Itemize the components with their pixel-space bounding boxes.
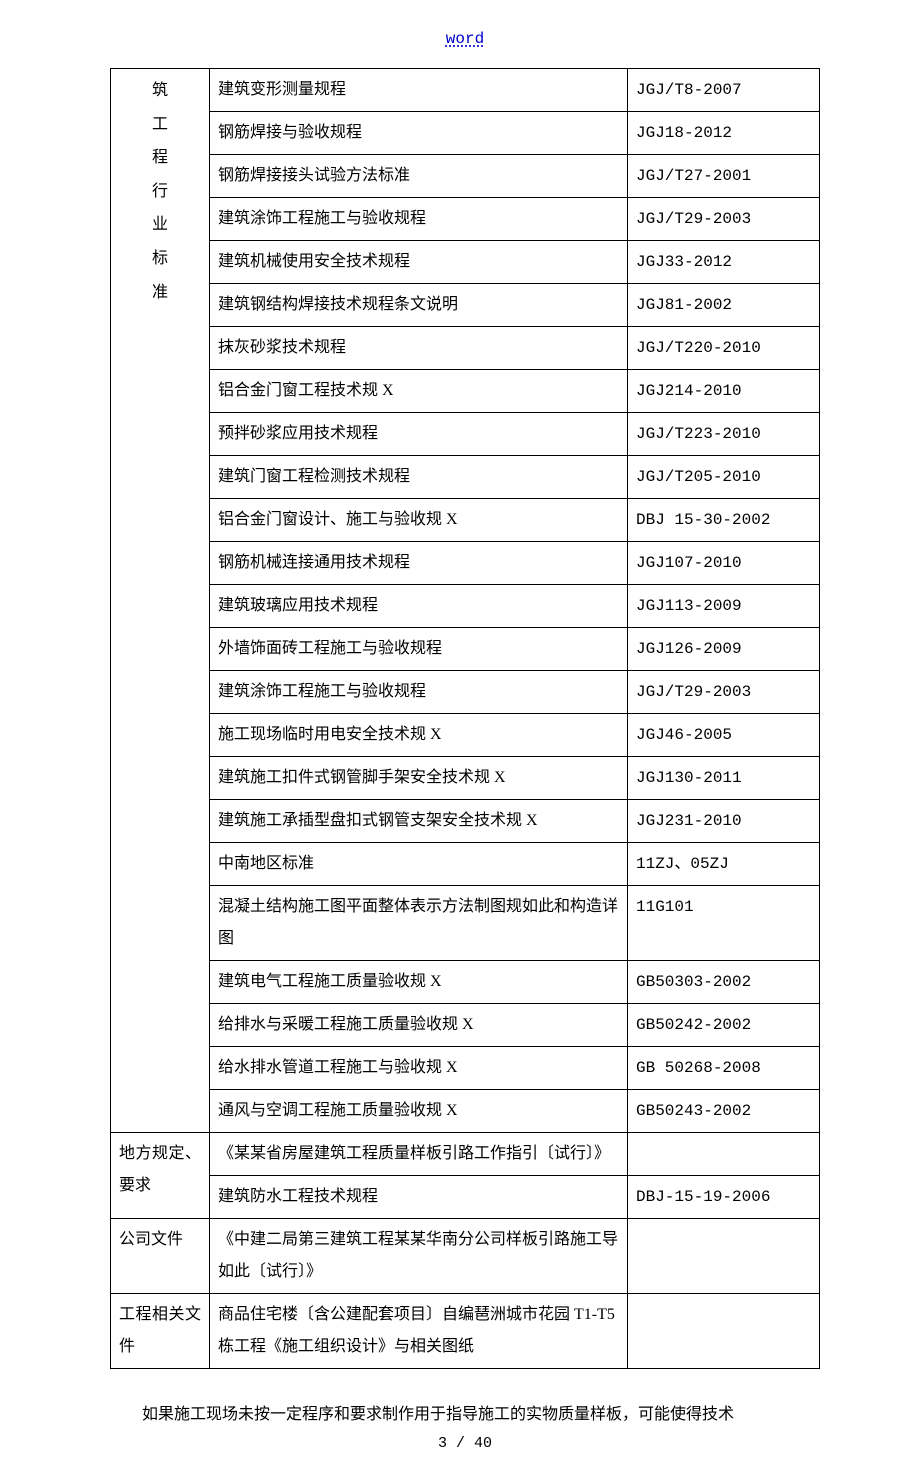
table-row: 铝合金门窗工程技术规 XJGJ214-2010 <box>111 370 820 413</box>
standard-name: 预拌砂浆应用技术规程 <box>210 413 628 456</box>
standard-code: GB50303-2002 <box>628 961 820 1004</box>
table-row: 建筑玻璃应用技术规程JGJ113-2009 <box>111 585 820 628</box>
standard-code: JGJ107-2010 <box>628 542 820 585</box>
standard-name: 建筑玻璃应用技术规程 <box>210 585 628 628</box>
standard-code: JGJ/T205-2010 <box>628 456 820 499</box>
table-row: 筑工程行业标准 建筑变形测量规程 JGJ/T8-2007 <box>111 69 820 112</box>
standard-code: JGJ/T220-2010 <box>628 327 820 370</box>
table-row: 通风与空调工程施工质量验收规 XGB50243-2002 <box>111 1090 820 1133</box>
standard-name: 钢筋焊接接头试验方法标准 <box>210 155 628 198</box>
standard-code: JGJ18-2012 <box>628 112 820 155</box>
table-row: 施工现场临时用电安全技术规 XJGJ46-2005 <box>111 714 820 757</box>
standard-name: 建筑机械使用安全技术规程 <box>210 241 628 284</box>
group-label-industry: 筑工程行业标准 <box>111 69 210 1133</box>
table-row: 钢筋机械连接通用技术规程JGJ107-2010 <box>111 542 820 585</box>
table-row: 钢筋焊接接头试验方法标准JGJ/T27-2001 <box>111 155 820 198</box>
table-row: 外墙饰面砖工程施工与验收规程JGJ126-2009 <box>111 628 820 671</box>
standard-code: JGJ/T27-2001 <box>628 155 820 198</box>
standard-code: JGJ/T29-2003 <box>628 671 820 714</box>
table-row: 给水排水管道工程施工与验收规 XGB 50268-2008 <box>111 1047 820 1090</box>
table-row: 铝合金门窗设计、施工与验收规 XDBJ 15-30-2002 <box>111 499 820 542</box>
standard-name: 外墙饰面砖工程施工与验收规程 <box>210 628 628 671</box>
table-row: 混凝土结构施工图平面整体表示方法制图规如此和构造详图11G101 <box>111 886 820 961</box>
group-label-local: 地方规定、要求 <box>111 1133 210 1219</box>
standard-name: 《某某省房屋建筑工程质量样板引路工作指引〔试行〕》 <box>210 1133 628 1176</box>
table-row: 中南地区标准11ZJ、05ZJ <box>111 843 820 886</box>
table-row: 建筑钢结构焊接技术规程条文说明JGJ81-2002 <box>111 284 820 327</box>
standards-table: 筑工程行业标准 建筑变形测量规程 JGJ/T8-2007 钢筋焊接与验收规程JG… <box>110 68 820 1369</box>
group-label-project: 工程相关文件 <box>111 1294 210 1369</box>
standard-name: 《中建二局第三建筑工程某某华南分公司样板引路施工导如此〔试行〕》 <box>210 1219 628 1294</box>
standard-code: DBJ-15-19-2006 <box>628 1176 820 1219</box>
standard-name: 建筑防水工程技术规程 <box>210 1176 628 1219</box>
table-row: 建筑门窗工程检测技术规程JGJ/T205-2010 <box>111 456 820 499</box>
standard-code: GB50242-2002 <box>628 1004 820 1047</box>
table-row: 给排水与采暖工程施工质量验收规 XGB50242-2002 <box>111 1004 820 1047</box>
table-row: 抹灰砂浆技术规程JGJ/T220-2010 <box>111 327 820 370</box>
standard-code: GB 50268-2008 <box>628 1047 820 1090</box>
table-row: 建筑防水工程技术规程DBJ-15-19-2006 <box>111 1176 820 1219</box>
table-row: 地方规定、要求 《某某省房屋建筑工程质量样板引路工作指引〔试行〕》 <box>111 1133 820 1176</box>
standard-name: 商品住宅楼〔含公建配套项目〕自编琶洲城市花园 T1-T5 栋工程《施工组织设计》… <box>210 1294 628 1369</box>
standard-name: 建筑电气工程施工质量验收规 X <box>210 961 628 1004</box>
standard-code: JGJ/T8-2007 <box>628 69 820 112</box>
page-footer: 3 / 40 <box>110 1435 820 1452</box>
standard-code: JGJ46-2005 <box>628 714 820 757</box>
standard-code: JGJ126-2009 <box>628 628 820 671</box>
standard-code: JGJ/T223-2010 <box>628 413 820 456</box>
standard-name: 钢筋机械连接通用技术规程 <box>210 542 628 585</box>
standard-name: 给水排水管道工程施工与验收规 X <box>210 1047 628 1090</box>
standard-name: 中南地区标准 <box>210 843 628 886</box>
standard-code: JGJ113-2009 <box>628 585 820 628</box>
body-paragraph: 如果施工现场未按一定程序和要求制作用于指导施工的实物质量样板，可能使得技术 <box>110 1399 820 1431</box>
standard-name: 建筑施工承插型盘扣式钢管支架安全技术规 X <box>210 800 628 843</box>
table-row: 公司文件 《中建二局第三建筑工程某某华南分公司样板引路施工导如此〔试行〕》 <box>111 1219 820 1294</box>
standard-name: 施工现场临时用电安全技术规 X <box>210 714 628 757</box>
standard-name: 建筑变形测量规程 <box>210 69 628 112</box>
standard-code: GB50243-2002 <box>628 1090 820 1133</box>
standard-name: 抹灰砂浆技术规程 <box>210 327 628 370</box>
standard-name: 建筑施工扣件式钢管脚手架安全技术规 X <box>210 757 628 800</box>
table-row: 钢筋焊接与验收规程JGJ18-2012 <box>111 112 820 155</box>
standard-code <box>628 1294 820 1369</box>
table-row: 建筑电气工程施工质量验收规 XGB50303-2002 <box>111 961 820 1004</box>
standard-code: JGJ214-2010 <box>628 370 820 413</box>
table-row: 建筑机械使用安全技术规程JGJ33-2012 <box>111 241 820 284</box>
standard-name: 混凝土结构施工图平面整体表示方法制图规如此和构造详图 <box>210 886 628 961</box>
table-row: 建筑施工承插型盘扣式钢管支架安全技术规 XJGJ231-2010 <box>111 800 820 843</box>
standard-code: 11G101 <box>628 886 820 961</box>
table-row: 建筑施工扣件式钢管脚手架安全技术规 XJGJ130-2011 <box>111 757 820 800</box>
standard-code: 11ZJ、05ZJ <box>628 843 820 886</box>
standard-name: 铝合金门窗设计、施工与验收规 X <box>210 499 628 542</box>
standard-name: 建筑门窗工程检测技术规程 <box>210 456 628 499</box>
standard-name: 通风与空调工程施工质量验收规 X <box>210 1090 628 1133</box>
table-row: 工程相关文件 商品住宅楼〔含公建配套项目〕自编琶洲城市花园 T1-T5 栋工程《… <box>111 1294 820 1369</box>
standard-name: 建筑涂饰工程施工与验收规程 <box>210 671 628 714</box>
standard-name: 建筑钢结构焊接技术规程条文说明 <box>210 284 628 327</box>
standard-code <box>628 1133 820 1176</box>
standard-name: 铝合金门窗工程技术规 X <box>210 370 628 413</box>
table-row: 预拌砂浆应用技术规程JGJ/T223-2010 <box>111 413 820 456</box>
standard-code: JGJ/T29-2003 <box>628 198 820 241</box>
standard-code <box>628 1219 820 1294</box>
standard-code: JGJ33-2012 <box>628 241 820 284</box>
group-label-company: 公司文件 <box>111 1219 210 1294</box>
standard-name: 给排水与采暖工程施工质量验收规 X <box>210 1004 628 1047</box>
standard-code: JGJ130-2011 <box>628 757 820 800</box>
standard-name: 建筑涂饰工程施工与验收规程 <box>210 198 628 241</box>
table-row: 建筑涂饰工程施工与验收规程JGJ/T29-2003 <box>111 671 820 714</box>
standard-code: JGJ81-2002 <box>628 284 820 327</box>
standard-code: JGJ231-2010 <box>628 800 820 843</box>
header-link[interactable]: word <box>110 30 820 48</box>
standard-name: 钢筋焊接与验收规程 <box>210 112 628 155</box>
standard-code: DBJ 15-30-2002 <box>628 499 820 542</box>
table-row: 建筑涂饰工程施工与验收规程JGJ/T29-2003 <box>111 198 820 241</box>
